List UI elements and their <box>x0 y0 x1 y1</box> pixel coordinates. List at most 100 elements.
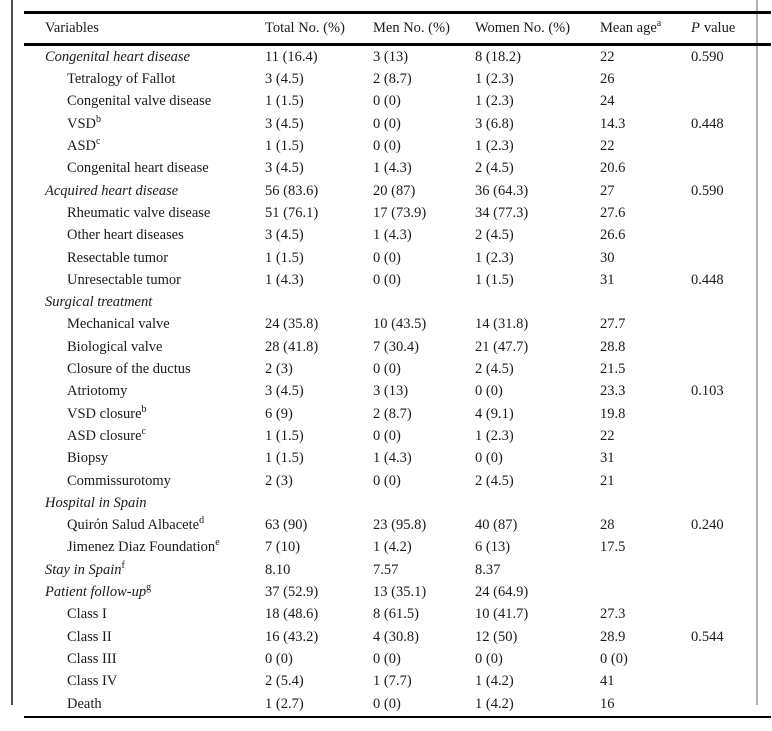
row-label: Acquired heart disease <box>45 182 179 199</box>
table-row: Other heart diseases 3 (4.5) 1 (4.3) 2 (… <box>24 224 771 246</box>
row-label-cell: Jimenez Diaz Foundatione <box>45 537 265 556</box>
table-body: Congenital heart disease 11 (16.4) 3 (13… <box>24 46 771 715</box>
row-label: Commissurotomy <box>67 472 171 489</box>
cell-p-value: 0.448 <box>691 271 724 288</box>
row-label: Jimenez Diaz Foundation <box>67 539 216 556</box>
cell-women: 8 (18.2) <box>475 48 521 65</box>
cell-men: 0 (0) <box>373 695 401 712</box>
cell-mean-age: 27.3 <box>600 606 626 623</box>
row-label-cell: Hospital in Spain <box>45 496 265 511</box>
cell-mean-age: 23.3 <box>600 383 626 400</box>
table-row: Congenital heart disease 11 (16.4) 3 (13… <box>24 46 771 68</box>
cell-mean-age: 0 (0) <box>600 650 628 667</box>
cell-total: 1 (1.5) <box>265 249 304 266</box>
cell-mean-age: 31 <box>600 271 615 288</box>
row-label: Other heart diseases <box>67 227 184 244</box>
cell-men: 2 (8.7) <box>373 405 412 422</box>
cell-women: 40 (87) <box>475 517 518 534</box>
cell-p-value: 0.103 <box>691 383 724 400</box>
column-header-variables: Variables <box>45 20 99 37</box>
table-row: Patient follow-upg 37 (52.9) 13 (35.1) 2… <box>24 581 771 603</box>
row-label-cell: Surgical treatment <box>45 295 265 310</box>
cell-total: 2 (3) <box>265 472 293 489</box>
cell-women: 21 (47.7) <box>475 338 529 355</box>
table-row: Quirón Salud Albaceted 63 (90) 23 (95.8)… <box>24 514 771 536</box>
row-label-cell: ASDc <box>45 137 265 154</box>
cell-men: 0 (0) <box>373 249 401 266</box>
cell-total: 2 (5.4) <box>265 673 304 690</box>
cell-total: 56 (83.6) <box>265 182 319 199</box>
cell-women: 1 (4.2) <box>475 695 514 712</box>
cell-mean-age: 19.8 <box>600 405 626 422</box>
cell-mean-age: 22 <box>600 138 615 155</box>
row-footnote-marker: b <box>96 113 102 125</box>
row-label-cell: Biopsy <box>45 451 265 466</box>
cell-men: 3 (13) <box>373 383 409 400</box>
cell-mean-age: 17.5 <box>600 539 626 556</box>
cell-men: 7.57 <box>373 561 399 578</box>
row-label-cell: Congenital heart disease <box>45 50 265 65</box>
cell-total: 63 (90) <box>265 517 308 534</box>
cell-men: 0 (0) <box>373 361 401 378</box>
cell-women: 8.37 <box>475 561 501 578</box>
row-label: Quirón Salud Albacete <box>67 517 200 534</box>
row-label: Unresectable tumor <box>67 271 181 288</box>
cell-men: 0 (0) <box>373 472 401 489</box>
cell-women: 0 (0) <box>475 450 503 467</box>
cell-total: 1 (1.5) <box>265 138 304 155</box>
row-label: Congenital heart disease <box>45 48 190 65</box>
table-row: Class IV 2 (5.4) 1 (7.7) 1 (4.2) 41 <box>24 670 771 692</box>
cell-men: 0 (0) <box>373 271 401 288</box>
table-row: Class II 16 (43.2) 4 (30.8) 12 (50) 28.9… <box>24 626 771 648</box>
cell-total: 3 (4.5) <box>265 227 304 244</box>
p-value-label: value <box>703 20 736 37</box>
row-label-cell: ASD closurec <box>45 427 265 444</box>
cell-women: 1 (2.3) <box>475 93 514 110</box>
table-row: Surgical treatment <box>24 291 771 313</box>
column-header-men: Men No. (%) <box>373 20 450 37</box>
row-label-cell: Unresectable tumor <box>45 273 265 288</box>
cell-total: 18 (48.6) <box>265 606 319 623</box>
cell-women: 2 (4.5) <box>475 361 514 378</box>
cell-total: 3 (4.5) <box>265 383 304 400</box>
cell-men: 4 (30.8) <box>373 628 419 645</box>
mean-age-footnote-marker: a <box>656 18 662 30</box>
table-row: Tetralogy of Fallot 3 (4.5) 2 (8.7) 1 (2… <box>24 68 771 90</box>
cell-men: 0 (0) <box>373 115 401 132</box>
row-label-cell: Atriotomy <box>45 384 265 399</box>
cell-mean-age: 22 <box>600 48 615 65</box>
row-label: Tetralogy of Fallot <box>67 71 176 88</box>
row-label-cell: Quirón Salud Albaceted <box>45 516 265 534</box>
row-label: ASD closure <box>67 427 142 444</box>
table-row: Stay in Spainf 8.10 7.57 8.37 <box>24 559 771 581</box>
table-row: Closure of the ductus 2 (3) 0 (0) 2 (4.5… <box>24 358 771 380</box>
cell-men: 10 (43.5) <box>373 316 427 333</box>
row-footnote-marker: e <box>215 537 220 549</box>
cell-women: 1 (2.3) <box>475 71 514 88</box>
row-label: Mechanical valve <box>67 316 170 333</box>
cell-mean-age: 20.6 <box>600 160 626 177</box>
row-label-cell: Class II <box>45 629 265 645</box>
row-label-cell: Class IV <box>45 674 265 689</box>
cell-men: 3 (13) <box>373 48 409 65</box>
mean-age-label: Mean age <box>600 20 657 37</box>
cell-women: 3 (6.8) <box>475 115 514 132</box>
cell-total: 3 (4.5) <box>265 71 304 88</box>
cell-mean-age: 26 <box>600 71 615 88</box>
row-label: Atriotomy <box>67 383 128 400</box>
cell-men: 0 (0) <box>373 650 401 667</box>
cell-men: 1 (7.7) <box>373 673 412 690</box>
row-footnote-marker: b <box>141 403 147 415</box>
row-label-cell: Rheumatic valve disease <box>45 206 265 221</box>
cell-women: 10 (41.7) <box>475 606 529 623</box>
cell-total: 8.10 <box>265 561 291 578</box>
cell-mean-age: 28.8 <box>600 338 626 355</box>
column-header-total: Total No. (%) <box>265 20 345 37</box>
row-label: Rheumatic valve disease <box>67 204 211 221</box>
cell-total: 0 (0) <box>265 650 293 667</box>
row-label-cell: Tetralogy of Fallot <box>45 72 265 87</box>
cell-women: 2 (4.5) <box>475 227 514 244</box>
row-label-cell: VSDb <box>45 113 265 132</box>
cell-mean-age: 21 <box>600 472 615 489</box>
cell-men: 7 (30.4) <box>373 338 419 355</box>
